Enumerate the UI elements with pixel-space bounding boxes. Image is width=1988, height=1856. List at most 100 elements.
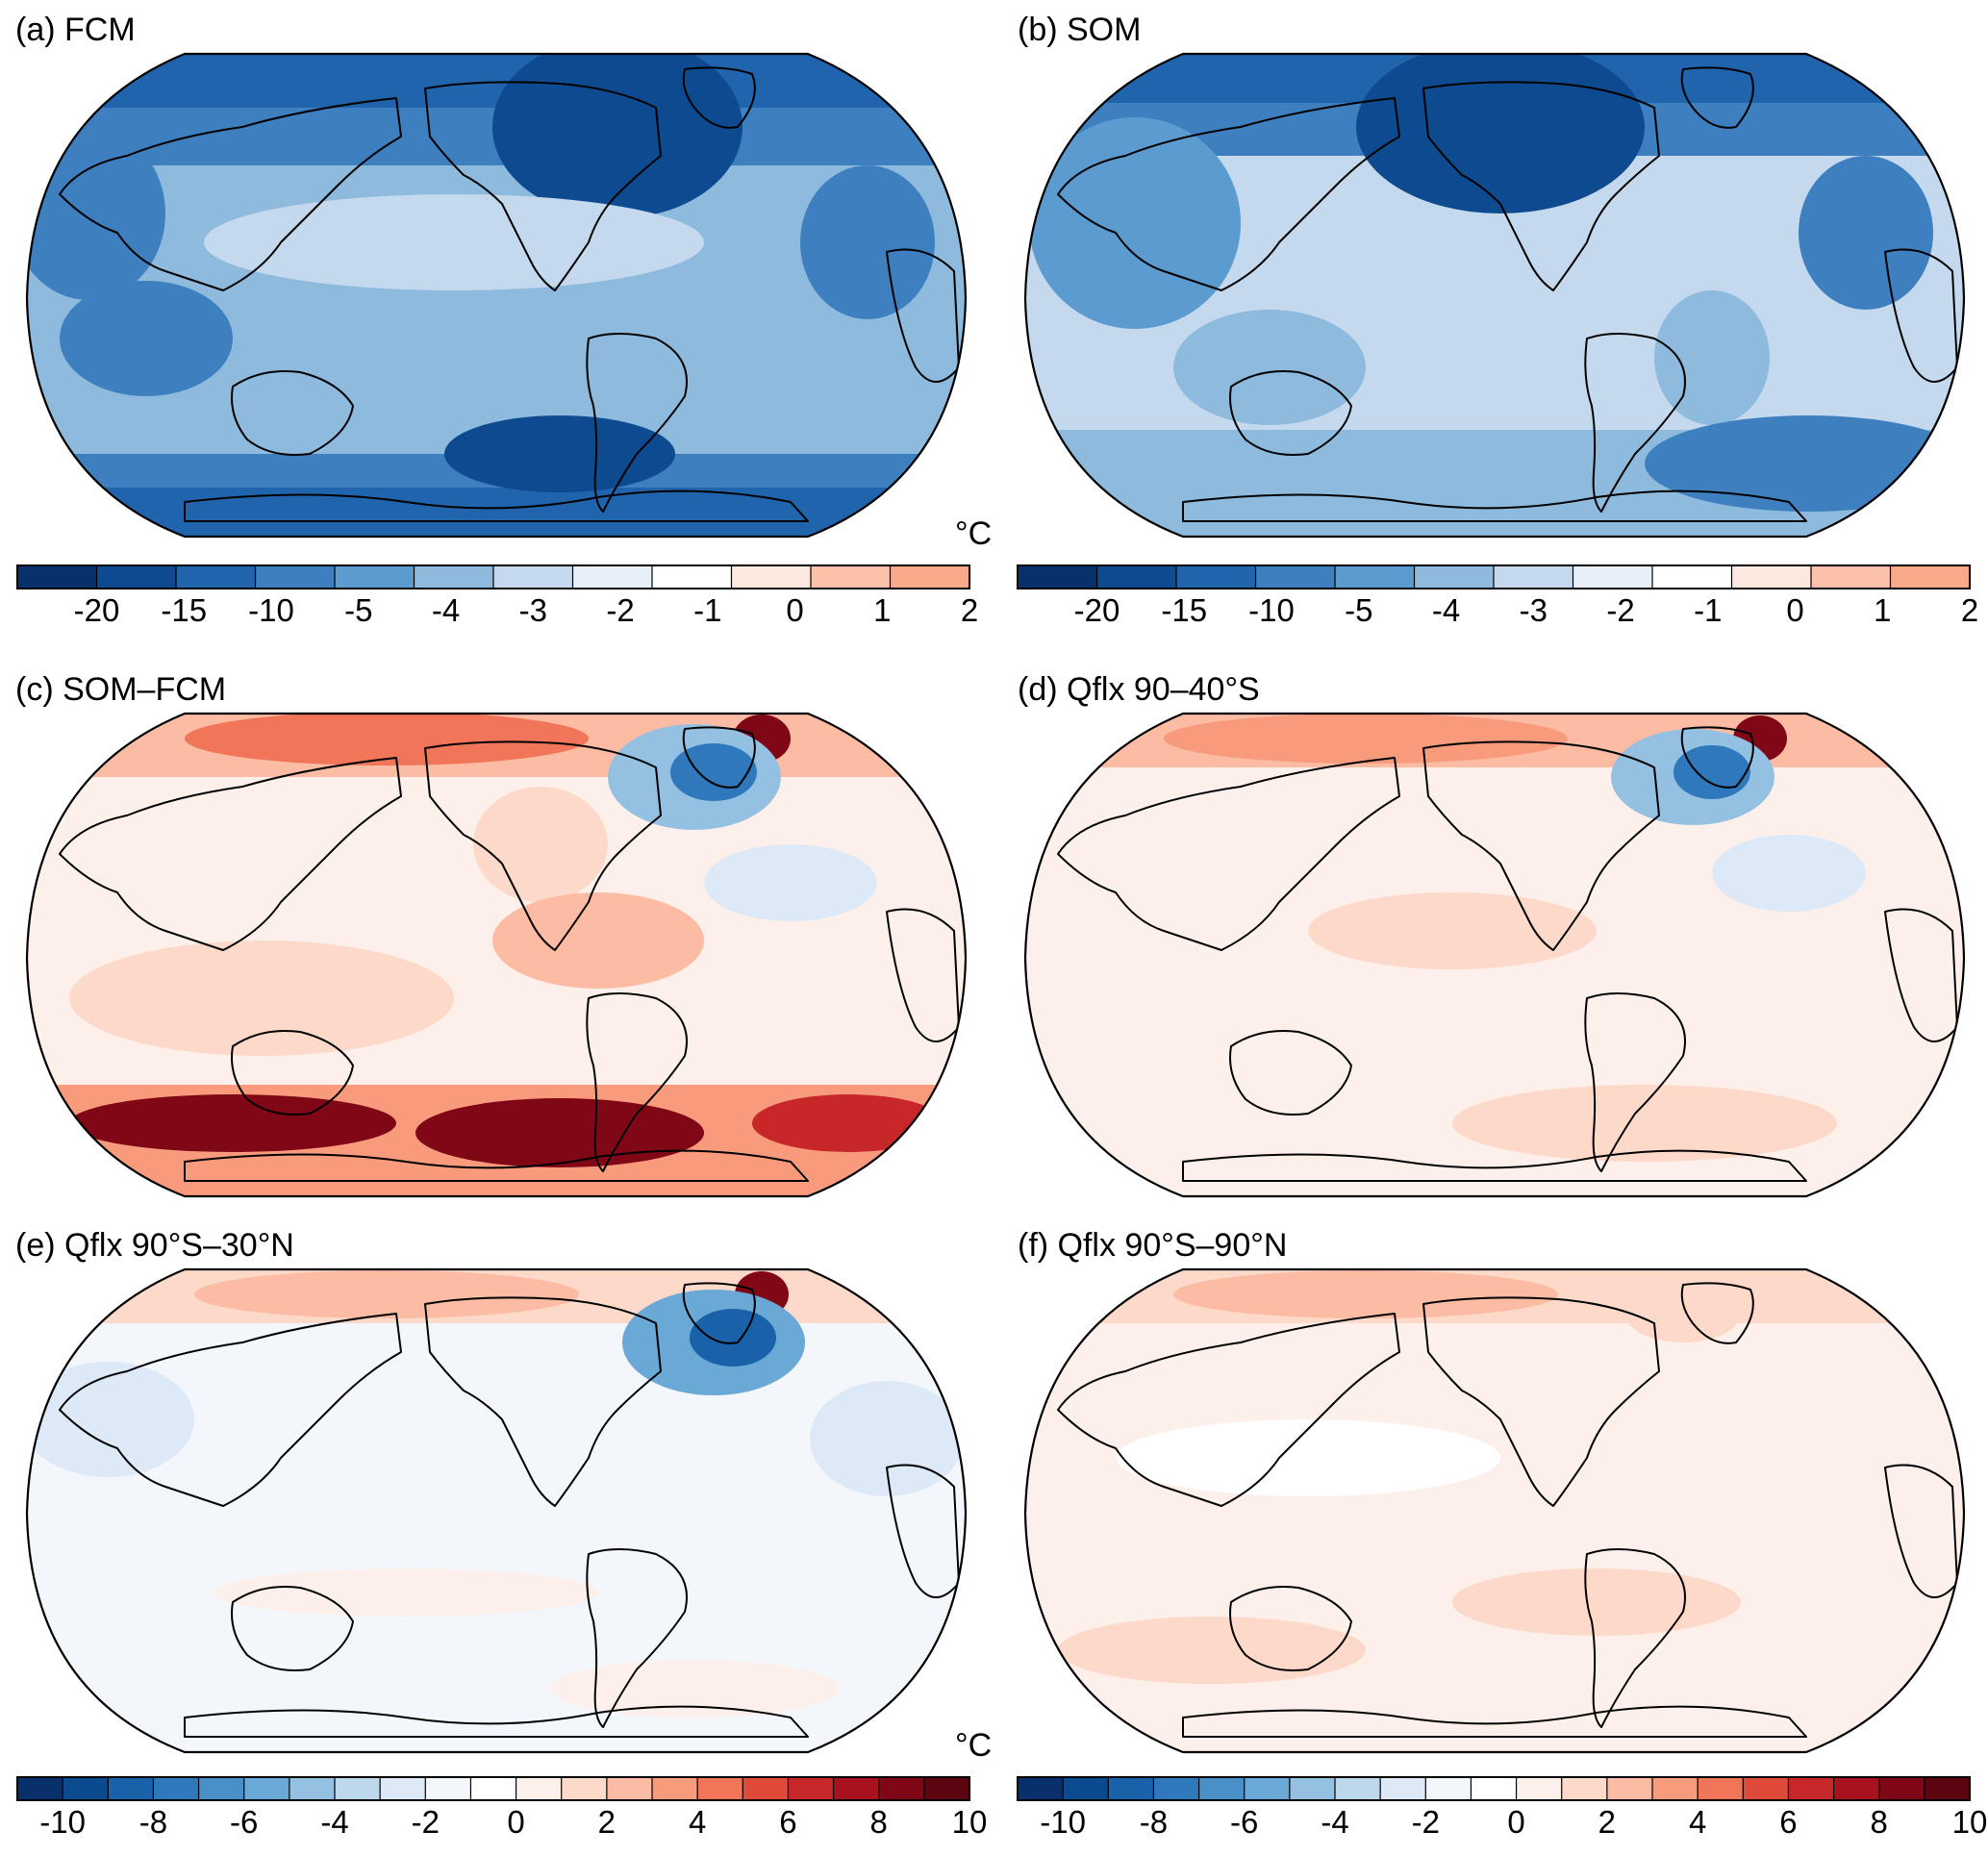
colorbar-top-left-tick-label: -20 bbox=[74, 592, 120, 628]
colorbar-top-left-swatch bbox=[176, 565, 256, 589]
colorbar-top-left-swatch bbox=[811, 565, 891, 589]
field-region bbox=[27, 488, 966, 537]
colorbar-bottom-right-swatch bbox=[1471, 1777, 1518, 1800]
colorbar-bottom-right-frame bbox=[1017, 1776, 1971, 1801]
colorbar-top-left-swatch bbox=[493, 565, 573, 589]
coastline bbox=[1229, 1030, 1352, 1116]
field-region bbox=[1356, 54, 1645, 213]
colorbar-top-right-swatch bbox=[1176, 565, 1256, 589]
colorbar-bottom-right-swatch bbox=[1561, 1777, 1608, 1800]
colorbar-bottom-left-tick-label: 2 bbox=[598, 1804, 616, 1840]
colorbar-bottom-right-swatch bbox=[1606, 1777, 1653, 1800]
field-region bbox=[214, 1568, 598, 1617]
field-region bbox=[1173, 1270, 1558, 1318]
coastline bbox=[1057, 97, 1400, 291]
colorbar-bottom-right-swatch bbox=[1833, 1777, 1880, 1800]
colorbar-bottom-left-swatch bbox=[380, 1777, 426, 1800]
colorbar-top-right-swatch bbox=[1811, 565, 1891, 589]
map-border bbox=[1023, 52, 1966, 539]
colorbar-top-right-frame bbox=[1017, 564, 1971, 589]
map-panel-a bbox=[25, 52, 968, 539]
colorbar-bottom-right-tick-label: 0 bbox=[1507, 1804, 1524, 1840]
colorbar-top-left-swatch bbox=[572, 565, 653, 589]
field-region bbox=[810, 1381, 964, 1496]
field-region bbox=[60, 281, 233, 396]
colorbar-bottom-left-tick-label: 0 bbox=[507, 1804, 524, 1840]
coastline bbox=[682, 726, 756, 789]
colorbar-top-left-tick-label: -3 bbox=[519, 592, 547, 628]
colorbar-top-right-tick-label: 1 bbox=[1874, 592, 1891, 628]
map-field-d bbox=[1025, 714, 1964, 1196]
coastline bbox=[424, 81, 662, 291]
colorbar-bottom-left: -10 -8 -6 -4 -2 0 2 4 6 8 10 bbox=[16, 1776, 988, 1840]
colorbar-bottom-left-tick-label: 10 bbox=[952, 1804, 988, 1840]
field-region bbox=[1452, 1085, 1837, 1162]
colorbar-top-right-swatch bbox=[1096, 565, 1177, 589]
colorbar-bottom-right-tick-label: -8 bbox=[1140, 1804, 1168, 1840]
field-region bbox=[1116, 1419, 1500, 1496]
colorbar-top-right-tick-label: -15 bbox=[1161, 592, 1207, 628]
colorbar-bottom-left-swatch bbox=[153, 1777, 200, 1800]
field-region bbox=[27, 54, 966, 108]
coastline bbox=[231, 370, 354, 456]
colorbar-unit-top: °C bbox=[955, 515, 992, 552]
field-region bbox=[444, 415, 675, 492]
coastline bbox=[1182, 489, 1807, 522]
coastline bbox=[184, 1705, 809, 1738]
colorbar-top-left-tick-label: 1 bbox=[873, 592, 891, 628]
field-region bbox=[194, 1270, 579, 1318]
coastline bbox=[1680, 726, 1754, 789]
field-region bbox=[1452, 1568, 1741, 1636]
field-region bbox=[1029, 117, 1241, 329]
coastline bbox=[682, 66, 756, 129]
colorbar-bottom-left-swatch bbox=[561, 1777, 608, 1800]
coastline bbox=[424, 740, 662, 951]
colorbar-bottom-left-swatch bbox=[470, 1777, 517, 1800]
colorbar-bottom-left-swatch bbox=[697, 1777, 743, 1800]
field-region bbox=[752, 1094, 944, 1152]
colorbar-bottom-left-swatch bbox=[425, 1777, 471, 1800]
colorbar-bottom-right-swatch bbox=[1018, 1777, 1064, 1800]
colorbar-bottom-right-swatch bbox=[1108, 1777, 1154, 1800]
colorbar-bottom-right-tick-label: -10 bbox=[1040, 1804, 1086, 1840]
map-background bbox=[1025, 1269, 1964, 1752]
coastline bbox=[586, 333, 688, 513]
colorbar-top-right-swatch bbox=[1652, 565, 1732, 589]
colorbar-top-right-swatch bbox=[1018, 565, 1097, 589]
colorbar-top-right-tick-label: -5 bbox=[1345, 592, 1372, 628]
field-region bbox=[492, 892, 704, 989]
coastline bbox=[1884, 248, 1958, 383]
field-region bbox=[1625, 1285, 1741, 1342]
coastline bbox=[1584, 333, 1686, 513]
coastline bbox=[886, 248, 960, 383]
colorbar-bottom-left-swatch bbox=[788, 1777, 835, 1800]
coastline bbox=[1422, 81, 1660, 291]
colorbar-top-right-swatch bbox=[1255, 565, 1336, 589]
map-field-c bbox=[27, 714, 966, 1196]
coastline bbox=[184, 1149, 809, 1182]
field-region bbox=[800, 165, 935, 319]
field-region bbox=[1645, 415, 1964, 512]
colorbar-bottom-right-swatch bbox=[1924, 1777, 1971, 1800]
panel-title-e: (e) Qflx 90°S–30°N bbox=[15, 1227, 294, 1264]
coastline bbox=[1680, 66, 1754, 129]
field-region bbox=[27, 1362, 194, 1477]
colorbar-top-left-swatch bbox=[335, 565, 415, 589]
colorbar-bottom-left-swatch bbox=[606, 1777, 653, 1800]
field-region bbox=[492, 54, 742, 218]
colorbar-bottom-right-tick-label: -4 bbox=[1321, 1804, 1348, 1840]
coastline bbox=[59, 1313, 402, 1507]
field-region bbox=[1799, 156, 1933, 310]
colorbar-top-right-tick-label: 0 bbox=[1786, 592, 1803, 628]
colorbar-top-left-tick-label: -1 bbox=[693, 592, 721, 628]
colorbar-bottom-right-swatch bbox=[1425, 1777, 1472, 1800]
colorbar-top-right-tick-label: -2 bbox=[1606, 592, 1634, 628]
coastline bbox=[682, 1282, 756, 1344]
panel-title-c: (c) SOM–FCM bbox=[15, 671, 226, 708]
map-field-b bbox=[1025, 54, 1964, 537]
colorbar-top-left-swatch bbox=[96, 565, 177, 589]
field-region bbox=[204, 194, 704, 290]
coastline bbox=[231, 1030, 354, 1116]
panel-title-f: (f) Qflx 90°S–90°N bbox=[1018, 1227, 1287, 1264]
colorbar-top-left-tick-label: -4 bbox=[432, 592, 460, 628]
